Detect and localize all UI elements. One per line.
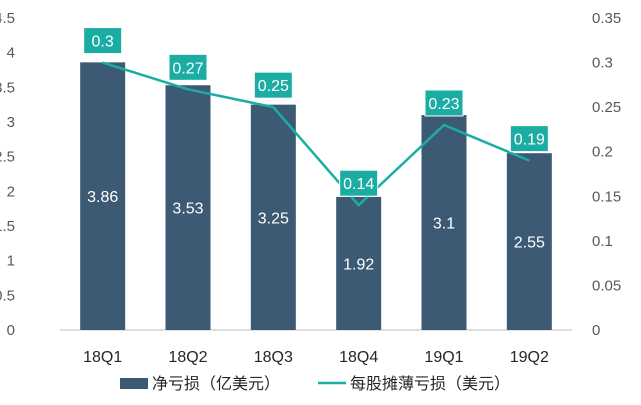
- left-tick-label: 2: [7, 183, 15, 200]
- bar-value-label: 1.92: [343, 256, 374, 273]
- category-labels: 18Q1 18Q2 18Q3 18Q4 19Q1 19Q2: [83, 349, 549, 366]
- bar: [80, 62, 126, 331]
- left-tick-label: 4: [7, 45, 15, 62]
- bar-value-label: 3.25: [258, 210, 289, 227]
- bar: [336, 196, 382, 330]
- line-value-box: [168, 53, 208, 81]
- line-value-label: 0.27: [172, 60, 203, 77]
- line-value-label: 0.14: [343, 176, 374, 193]
- line-value-box: [83, 27, 123, 55]
- category-label: 18Q2: [168, 349, 207, 366]
- line-value-label: 0.3: [92, 34, 114, 51]
- right-axis-ticks: 0 0.05 0.1 0.15 0.2 0.25 0.3 0.35: [592, 10, 621, 339]
- bar-value-label: 3.86: [87, 189, 118, 206]
- left-tick-label: 3.5: [0, 79, 15, 96]
- line-value-label: 0.19: [514, 132, 545, 149]
- legend: 净亏损（亿美元） 每股摊薄亏损（美元）: [120, 374, 510, 393]
- right-tick-label: 0: [592, 322, 600, 339]
- line-value-label: 0.25: [258, 78, 289, 95]
- bar-value-label: 2.55: [514, 235, 545, 252]
- left-tick-label: 2.5: [0, 149, 15, 166]
- line-value-box: [424, 89, 464, 117]
- left-axis-ticks: 0 0.5 1 1.5 2 2.5 3 3.5 4 4.5: [0, 10, 15, 339]
- category-label: 19Q1: [424, 349, 463, 366]
- legend-bar-label: 净亏损（亿美元）: [152, 374, 280, 393]
- bar: [250, 104, 296, 331]
- right-tick-label: 0.15: [592, 188, 621, 205]
- left-tick-label: 1: [7, 253, 15, 270]
- bar: [421, 115, 467, 330]
- line-value-box: [253, 71, 293, 99]
- left-tick-label: 0.5: [0, 287, 15, 304]
- left-tick-label: 1.5: [0, 218, 15, 235]
- line-series: 0.3 0.27 0.25 0.14 0.23 0.19: [83, 27, 549, 208]
- right-tick-label: 0.35: [592, 10, 621, 27]
- legend-line-label: 每股摊薄亏损（美元）: [350, 374, 510, 393]
- left-tick-label: 0: [7, 322, 15, 339]
- right-tick-label: 0.3: [592, 55, 613, 72]
- bar: [165, 85, 211, 331]
- category-label: 19Q2: [510, 349, 549, 366]
- bar-value-label: 3.53: [172, 201, 203, 218]
- line-path: [102, 61, 530, 208]
- category-label: 18Q3: [254, 349, 293, 366]
- right-tick-label: 0.1: [592, 233, 613, 250]
- line-value-box: [339, 169, 379, 197]
- line-value-box: [509, 125, 549, 153]
- bar-value-label: 3.1: [433, 216, 455, 233]
- left-tick-label: 4.5: [0, 10, 15, 27]
- category-label: 18Q1: [83, 349, 122, 366]
- left-tick-label: 3: [7, 114, 15, 131]
- right-tick-label: 0.2: [592, 144, 613, 161]
- right-tick-label: 0.25: [592, 99, 621, 116]
- line-value-label: 0.23: [428, 96, 459, 113]
- bars: 3.86 3.53 3.25 1.92 3.1 2.55: [80, 62, 552, 331]
- category-label: 18Q4: [339, 349, 378, 366]
- legend-bar-swatch: [120, 378, 148, 389]
- bar: [506, 153, 552, 330]
- right-tick-label: 0.05: [592, 277, 621, 294]
